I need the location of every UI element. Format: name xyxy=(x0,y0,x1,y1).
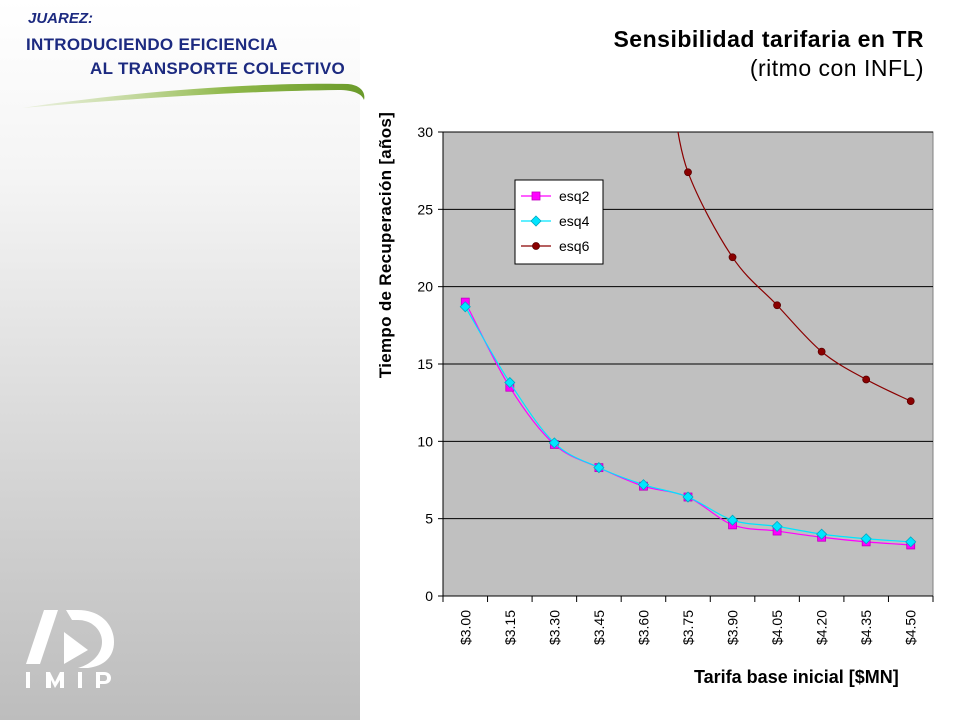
data-point-esq4 xyxy=(548,437,560,449)
x-axis-label: Tarifa base inicial [$MN] xyxy=(694,667,899,687)
data-point-esq4 xyxy=(504,376,516,389)
x-tick-label: $3.60 xyxy=(635,610,651,645)
chart-subtitle: (ritmo con INFL) xyxy=(749,55,924,81)
data-point-esq6 xyxy=(862,375,871,384)
y-tick-label: 30 xyxy=(417,124,433,140)
data-point-esq4 xyxy=(726,514,739,526)
x-tick-label: $4.35 xyxy=(858,610,874,645)
x-tick-label: $3.90 xyxy=(725,610,741,645)
left-panel xyxy=(0,0,360,720)
data-point-esq4 xyxy=(637,479,650,491)
legend-label: esq2 xyxy=(559,188,590,204)
legend-marker xyxy=(532,242,540,250)
header-subtitle-line2: AL TRANSPORTE COLECTIVO xyxy=(90,59,345,78)
data-point-esq4 xyxy=(593,462,605,474)
imip-logo xyxy=(26,610,114,688)
y-tick-label: 15 xyxy=(417,356,433,372)
y-tick-label: 10 xyxy=(417,433,433,449)
legend-marker xyxy=(530,215,542,227)
x-tick-label: $3.00 xyxy=(457,610,473,645)
header-city: JUAREZ: xyxy=(28,10,94,27)
chart-title-block: Sensibilidad tarifaria en TR (ritmo con … xyxy=(613,25,924,83)
data-point-esq6 xyxy=(906,397,915,406)
data-point-esq6 xyxy=(773,301,781,310)
series-esq6 xyxy=(677,132,915,406)
legend-label: esq6 xyxy=(559,238,590,254)
data-point-esq6 xyxy=(817,347,826,356)
chart-title: Sensibilidad tarifaria en TR xyxy=(613,26,924,52)
data-point-esq6 xyxy=(684,168,692,177)
y-tick-label: 20 xyxy=(417,279,433,295)
x-tick-label: $4.05 xyxy=(769,610,785,645)
legend-box xyxy=(514,179,604,265)
legend-label: esq4 xyxy=(559,213,590,229)
data-point-esq4 xyxy=(771,520,783,532)
y-tick-label: 5 xyxy=(425,511,433,527)
data-point-esq6 xyxy=(728,253,737,262)
x-tick-label: $4.50 xyxy=(903,610,919,645)
header-subtitle-line1: INTRODUCIENDO EFICIENCIA xyxy=(26,35,278,54)
y-tick-label: 25 xyxy=(417,201,433,217)
series-esq4 xyxy=(459,301,917,548)
data-point-esq4 xyxy=(860,533,872,545)
data-point-esq4 xyxy=(905,536,917,548)
x-tick-label: $3.15 xyxy=(502,610,518,645)
x-tick-label: $3.45 xyxy=(591,610,607,645)
x-tick-label: $3.75 xyxy=(680,610,696,645)
y-tick-label: 0 xyxy=(425,588,433,604)
x-tick-label: $4.20 xyxy=(814,610,830,645)
x-tick-label: $3.30 xyxy=(546,610,562,645)
data-point-esq4 xyxy=(816,528,828,540)
data-point-esq4 xyxy=(682,491,694,503)
line-chart: 0 5 10 15 20 25 30 $3.00 $3.15 $3.30 $3.45 $3.60 $3.… xyxy=(417,124,934,645)
data-point-esq4 xyxy=(459,301,471,313)
green-swoosh-decoration xyxy=(22,83,365,108)
legend-marker xyxy=(531,191,541,201)
